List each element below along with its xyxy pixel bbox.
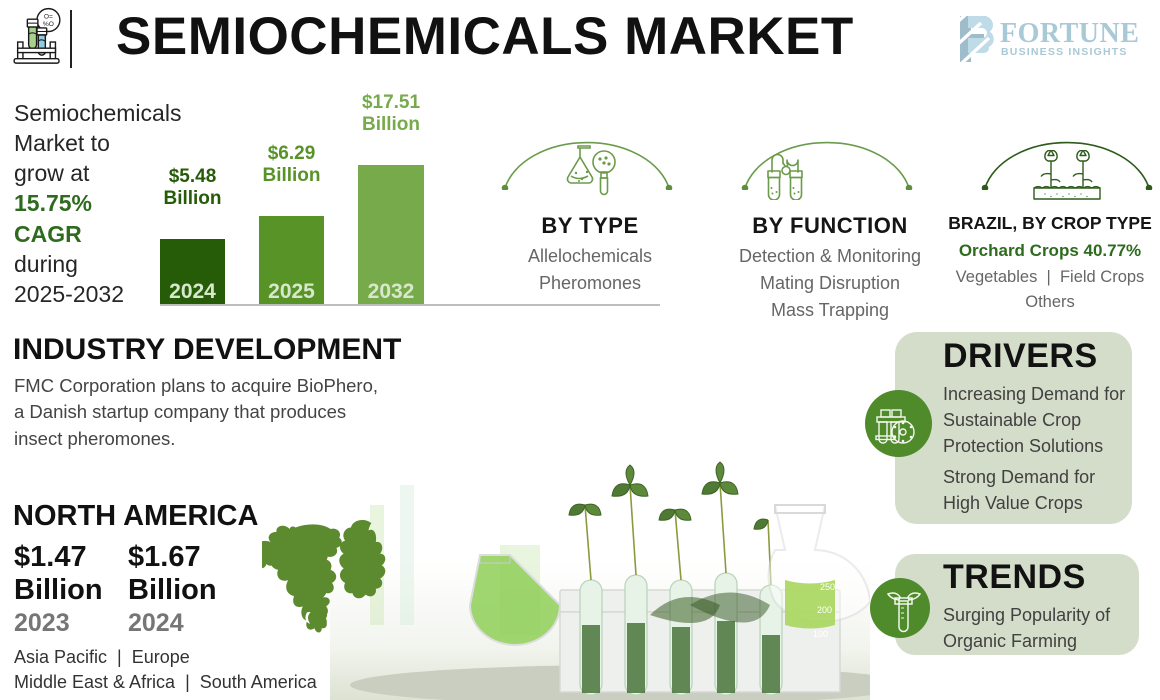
svg-text:BUSINESS INSIGHTS: BUSINESS INSIGHTS — [1001, 46, 1128, 58]
svg-text:250: 250 — [820, 582, 835, 592]
svg-text:200: 200 — [817, 605, 832, 615]
svg-text:100: 100 — [813, 629, 828, 639]
svg-text:FORTUNE: FORTUNE — [1000, 18, 1139, 49]
